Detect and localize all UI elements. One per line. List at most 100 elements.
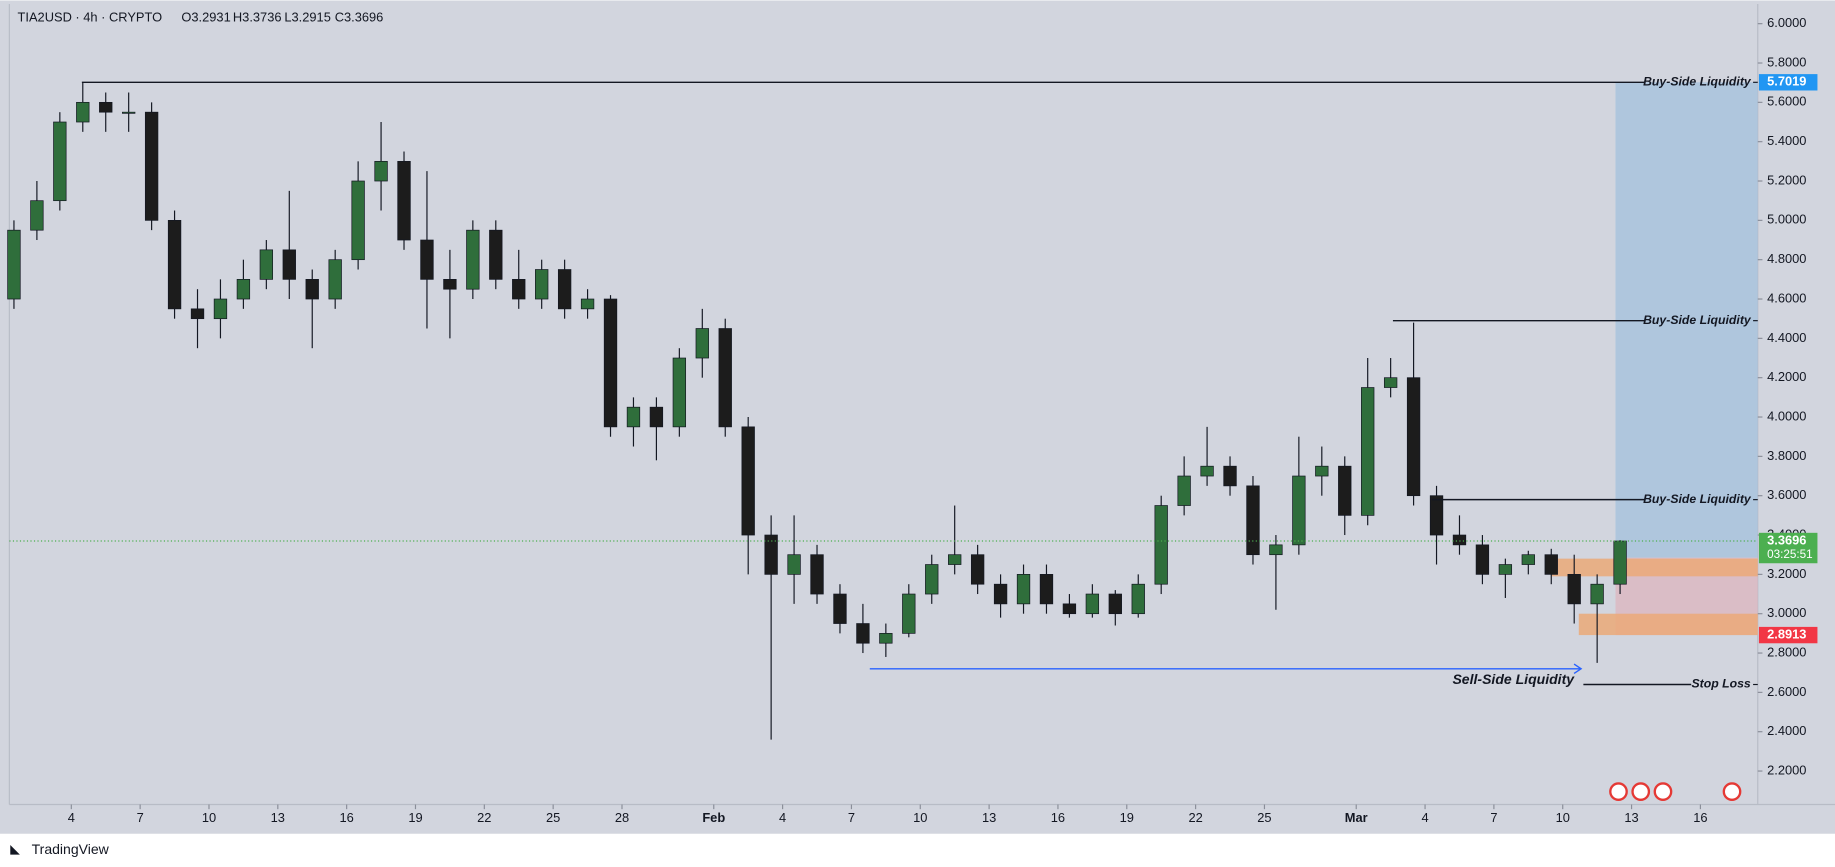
x-tick-label: 4 [1421, 810, 1428, 825]
candle-body [1383, 377, 1398, 388]
candle-body [99, 101, 113, 113]
candle-body [489, 229, 503, 280]
price-tag-label: 3.3696 [1767, 532, 1806, 547]
y-tick-label: 5.0000 [1767, 212, 1806, 227]
candle-body [580, 298, 595, 310]
y-tick-label: 2.4000 [1767, 723, 1806, 738]
candle-body [741, 426, 755, 536]
candle-body [672, 357, 687, 428]
y-tick-label: 4.0000 [1767, 408, 1806, 423]
candle-body [282, 249, 296, 280]
x-tick-label: 10 [202, 810, 216, 825]
candle-body [1108, 593, 1122, 615]
candle-body [30, 200, 44, 231]
x-tick-label: 13 [1624, 810, 1638, 825]
candle-body [1498, 564, 1513, 575]
candle-body [948, 554, 962, 565]
ohlc-close: C3.3696 [335, 9, 384, 24]
candle-body [649, 406, 664, 428]
x-tick-label: Feb [702, 810, 725, 825]
candle-body [374, 160, 388, 182]
zones [1551, 82, 1758, 636]
x-tick-label: 13 [271, 810, 285, 825]
candle-body [1292, 475, 1306, 546]
x-tick-label: 25 [1257, 810, 1271, 825]
x-tick-label: Mar [1345, 810, 1368, 825]
candle-body [1246, 485, 1260, 556]
candle-body [1269, 544, 1283, 556]
annotation-arrow [1573, 663, 1583, 675]
y-tick-label: 3.6000 [1767, 487, 1806, 502]
candle-body [1016, 574, 1031, 605]
candle-body [970, 554, 985, 585]
candle-body [236, 279, 251, 300]
annotation-label: Buy-Side Liquidity [1643, 75, 1752, 89]
candle-body [902, 593, 916, 634]
candle-body [1567, 574, 1581, 605]
y-tick-label: 5.6000 [1767, 94, 1806, 109]
x-tick-label: 22 [477, 810, 491, 825]
x-tick-label: 7 [137, 810, 144, 825]
ohlc-low: L3.2915 [284, 9, 330, 24]
candle-body [1475, 544, 1490, 575]
x-tick-label: 4 [779, 810, 786, 825]
candles [7, 82, 1627, 740]
candle-body [190, 308, 205, 320]
candle-body [1154, 505, 1168, 585]
candle-body [879, 633, 893, 644]
y-tick-label: 5.8000 [1767, 54, 1806, 69]
candle-body [1544, 554, 1558, 575]
x-tick-label: 22 [1188, 810, 1202, 825]
event-icon[interactable] [1722, 782, 1742, 801]
candle-body [603, 298, 618, 428]
y-tick-label: 2.6000 [1767, 684, 1806, 699]
y-tick-label: 2.8000 [1767, 644, 1806, 659]
candle-body [1361, 387, 1375, 516]
ohlc-high: H3.3736 [233, 9, 282, 24]
candle-body [1521, 554, 1535, 565]
candle-body [466, 229, 480, 290]
x-tick-label: 19 [1120, 810, 1134, 825]
candle-body [1429, 495, 1444, 536]
candle-body [328, 259, 342, 300]
y-tick-label: 2.2000 [1767, 762, 1806, 777]
candle-body [1062, 603, 1077, 615]
event-icon[interactable] [1609, 782, 1628, 801]
x-tick-label: 4 [68, 810, 75, 825]
candle-body [259, 249, 274, 280]
symbol-title: TIA2USD · 4h · CRYPTO [18, 9, 163, 24]
candle-body [856, 623, 870, 644]
event-icon[interactable] [1631, 782, 1651, 801]
y-tick-label: 4.8000 [1767, 251, 1806, 266]
annotation-label: Buy-Side Liquidity [1643, 492, 1752, 506]
watermark: TradingView [32, 841, 110, 857]
price-tag-label: 2.8913 [1767, 626, 1806, 641]
candle-body [122, 111, 136, 114]
y-tick-label: 3.0000 [1767, 605, 1806, 620]
ohlc-open: O3.2931 [181, 9, 230, 24]
y-tick-label: 5.4000 [1767, 133, 1806, 148]
annotation-label: Sell-Side Liquidity [1452, 671, 1575, 687]
x-tick-label: 13 [982, 810, 996, 825]
candle-body [397, 160, 411, 241]
candle-body [1223, 465, 1237, 487]
event-icons [1609, 782, 1742, 801]
y-tick-label: 4.6000 [1767, 290, 1806, 305]
x-tick-label: 7 [848, 810, 855, 825]
event-icon[interactable] [1653, 782, 1673, 801]
candle-body [1613, 540, 1627, 585]
zone [1551, 558, 1758, 577]
y-tick-label: 4.4000 [1767, 330, 1806, 345]
x-tick-label: 16 [1051, 810, 1065, 825]
x-tick-label: 10 [1556, 810, 1570, 825]
candle-body [144, 111, 159, 221]
candle-body [512, 279, 526, 300]
annotation-label: Stop Loss [1691, 677, 1750, 691]
candle-body [1406, 377, 1421, 497]
candle-body [351, 180, 365, 261]
chart-background [0, 0, 1835, 834]
candle-body [7, 229, 21, 300]
candle-body [535, 269, 549, 300]
candle-body [420, 239, 434, 280]
